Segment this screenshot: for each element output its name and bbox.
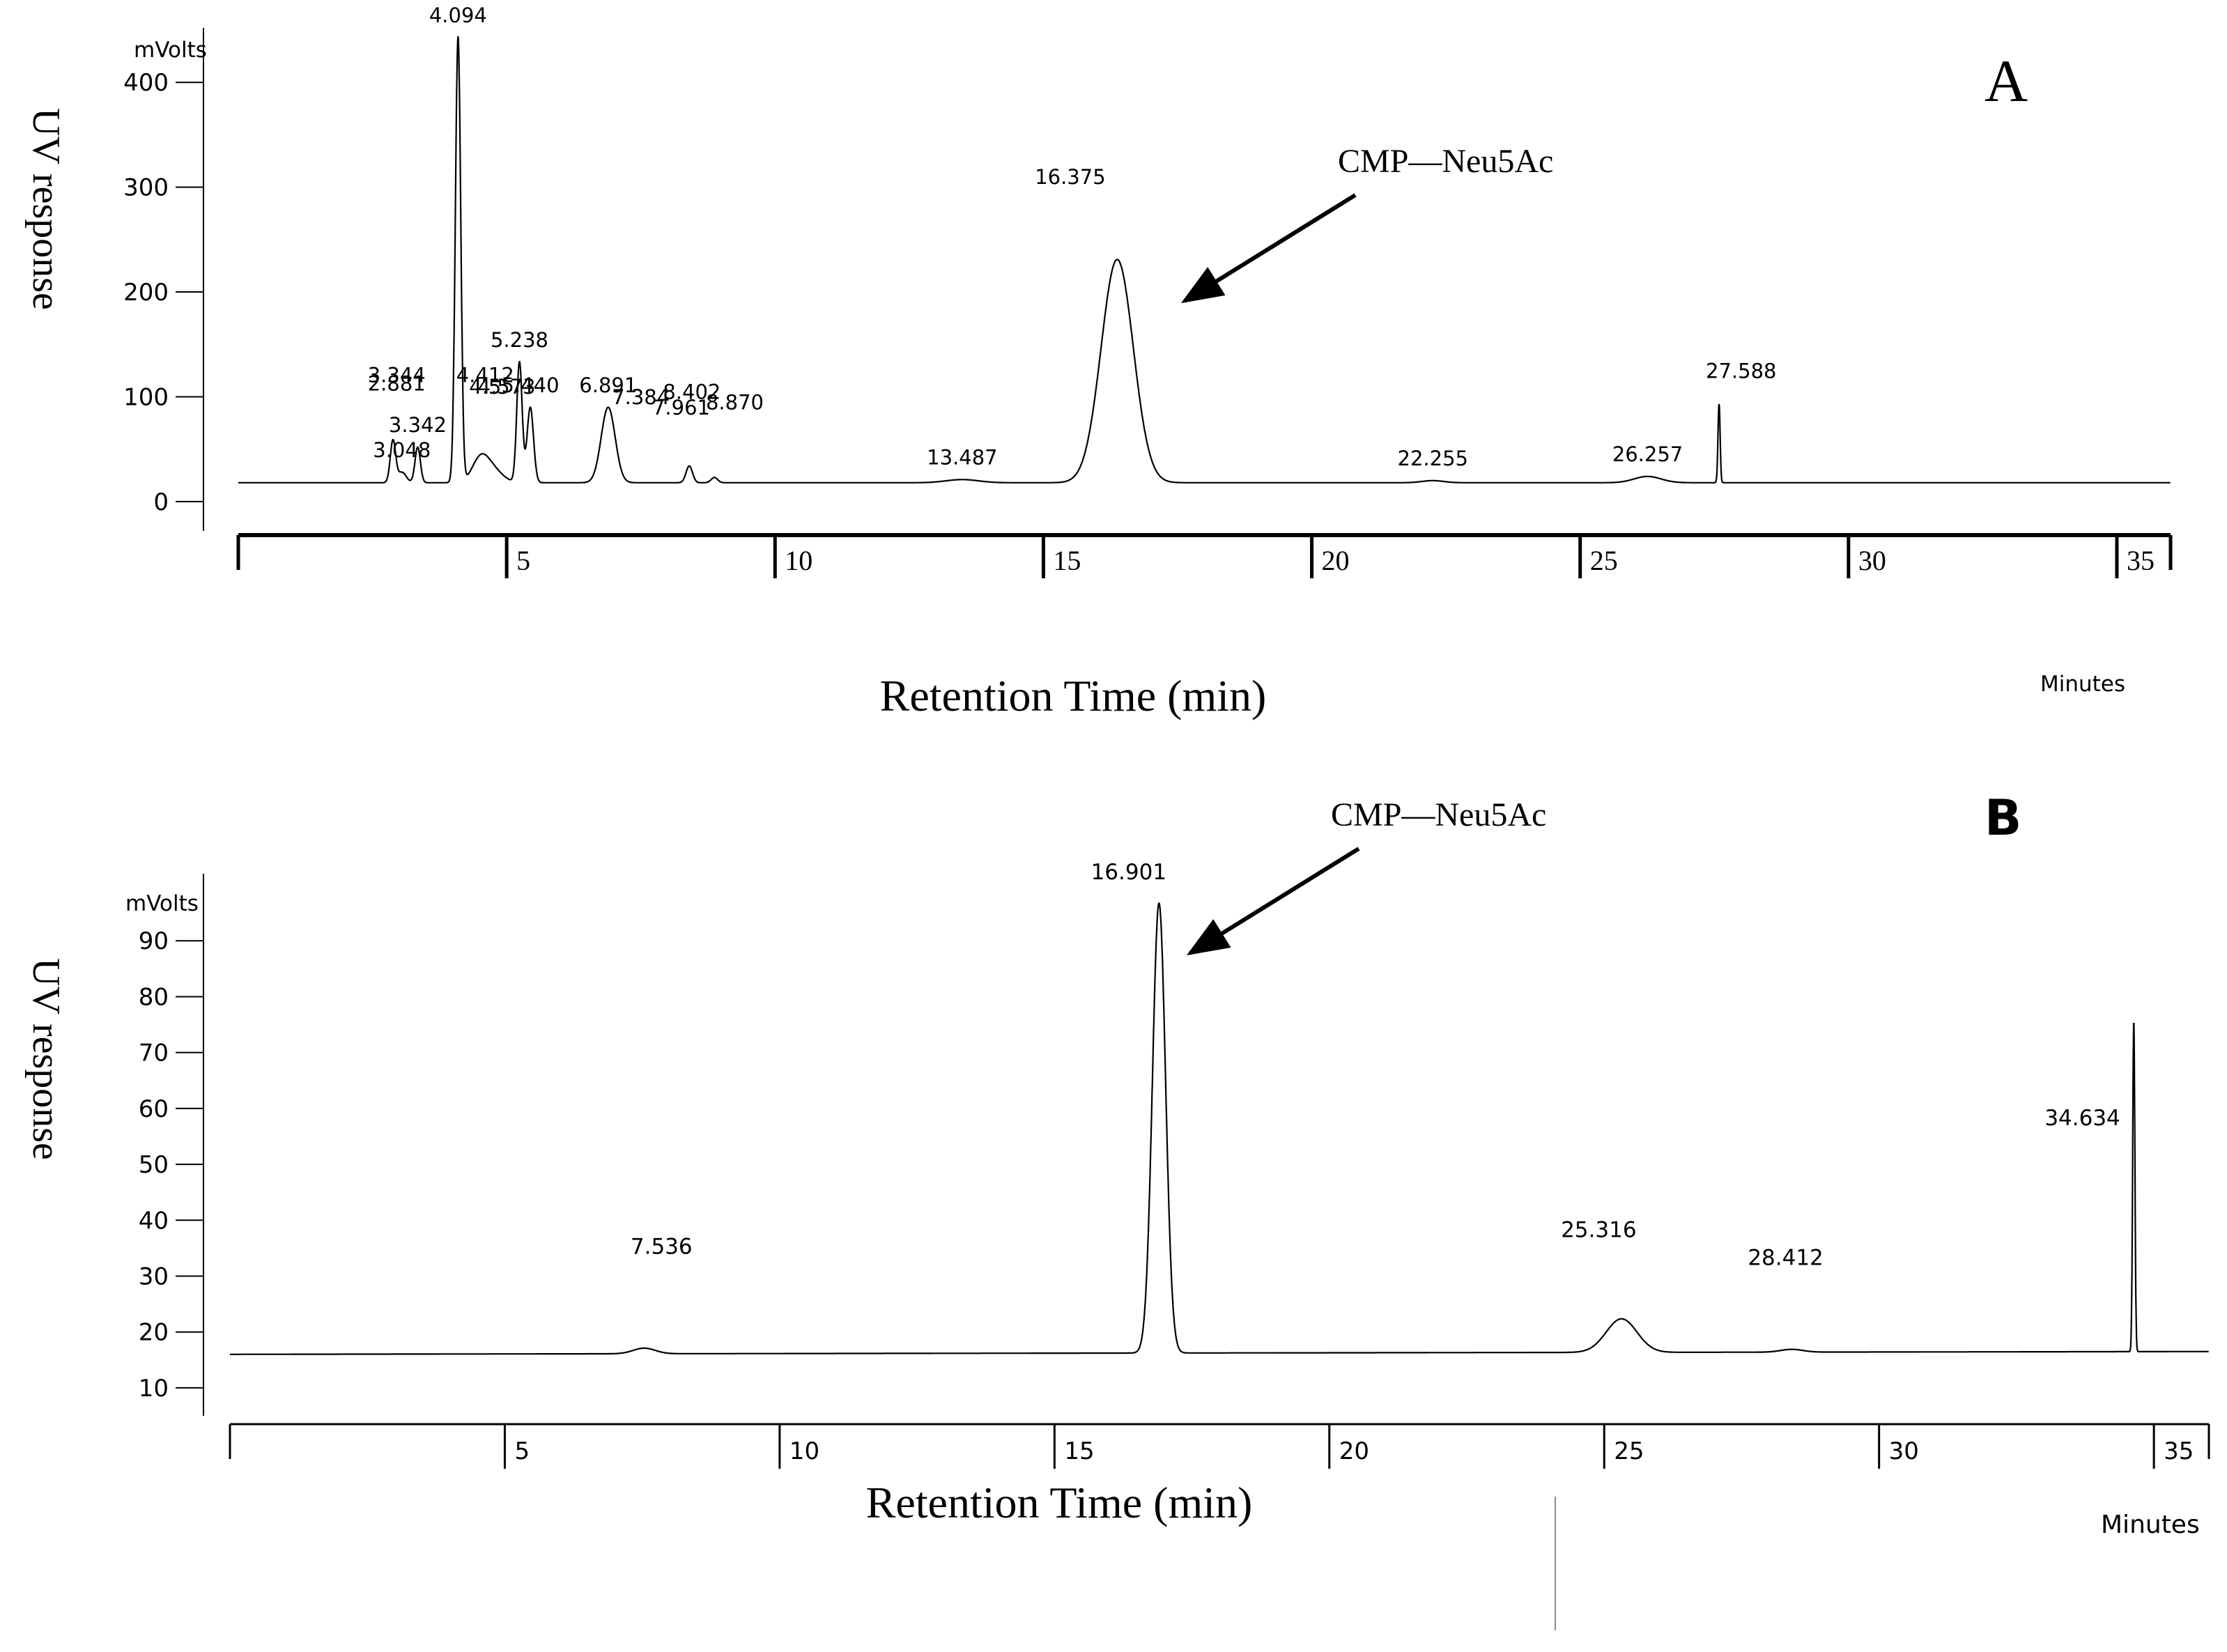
panel-b-x-tick-label: 35 bbox=[2164, 1437, 2194, 1465]
panel-a-x-tick-label: 15 bbox=[1053, 545, 1081, 576]
panel-a-annotation-arrow bbox=[1180, 193, 1357, 304]
panel-b-y-tick-label: 50 bbox=[139, 1151, 169, 1179]
panel-b-annotation-arrow bbox=[1186, 847, 1360, 956]
panel-a-peak-label: 2.881 bbox=[368, 371, 426, 395]
panel-a-letter: A bbox=[1985, 47, 2028, 114]
panel-a-y-tick-label: 100 bbox=[123, 383, 169, 411]
panel-a-peak-label: 4.573 bbox=[478, 375, 536, 399]
panel-a-x-tick-label: 35 bbox=[2127, 545, 2155, 576]
panel-b-xlabel: Retention Time (min) bbox=[866, 1478, 1253, 1527]
panel-b-y-unit: mVolts bbox=[125, 891, 199, 916]
panel-b-x-unit: Minutes bbox=[2101, 1511, 2200, 1539]
panel-a-peak-label: 4.412 bbox=[456, 363, 514, 387]
panel-a-y-tick-label: 400 bbox=[123, 69, 169, 97]
panel-b-y-tick-label: 40 bbox=[139, 1207, 169, 1235]
panel-b-y-tick-label: 10 bbox=[139, 1375, 169, 1403]
panel-b-y-tick-label: 80 bbox=[139, 983, 169, 1011]
panel-a-y-tick-label: 300 bbox=[123, 174, 169, 202]
panel-a-peak-label: 26.257 bbox=[1612, 442, 1683, 466]
panel-b-y-tick-label: 60 bbox=[139, 1095, 169, 1123]
panel-a-x-unit: Minutes bbox=[2040, 672, 2125, 697]
panel-b-peak-label: 7.536 bbox=[631, 1234, 693, 1259]
panel-b-peak-label: 16.901 bbox=[1091, 860, 1166, 885]
panel-b-y-tick-label: 30 bbox=[139, 1263, 169, 1290]
panel-a-peak-label: 6.891 bbox=[579, 373, 637, 397]
panel-a-peak-label: 3.344 bbox=[368, 363, 426, 387]
panel-a-peak-label: 22.255 bbox=[1398, 447, 1468, 470]
panel-b-y-tick-label: 20 bbox=[139, 1319, 169, 1347]
panel-a-y-tick-label: 0 bbox=[153, 488, 169, 516]
panel-b-x-tick-label: 5 bbox=[514, 1437, 530, 1465]
panel-a-x-tick-label: 20 bbox=[1322, 545, 1350, 576]
panel-a: UV response mVolts A Retention Time (min… bbox=[24, 3, 2173, 720]
panel-a-peak-label: 5.238 bbox=[491, 328, 548, 352]
panel-a-y-tick-label: 200 bbox=[123, 279, 169, 307]
panel-b-x-tick-label: 30 bbox=[1889, 1437, 1919, 1465]
panel-b-letter: B bbox=[1985, 789, 2021, 847]
panel-a-ylabel: UV response bbox=[24, 108, 68, 310]
panel-b-x-tick-label: 25 bbox=[1614, 1437, 1644, 1465]
panel-a-peak-label: 4.094 bbox=[429, 3, 487, 27]
panel-b-peak-label: 34.634 bbox=[2044, 1106, 2120, 1131]
panel-a-trace bbox=[238, 36, 2171, 484]
panel-a-x-tick-label: 10 bbox=[785, 545, 812, 576]
panel-b-x-tick-label: 15 bbox=[1064, 1437, 1094, 1465]
panel-a-peak-label: 13.487 bbox=[927, 446, 997, 470]
panel-a-peak-label: 3.342 bbox=[389, 413, 447, 437]
panel-a-peak-label: 7.384 bbox=[612, 385, 670, 409]
panel-b-peak-label: 28.412 bbox=[1748, 1245, 1823, 1270]
panel-a-xlabel: Retention Time (min) bbox=[880, 671, 1267, 720]
panel-a-y-unit: mVolts bbox=[134, 38, 207, 63]
panel-b-peak-label: 25.316 bbox=[1561, 1217, 1636, 1242]
panel-a-peak-label: 5.440 bbox=[502, 373, 560, 397]
panel-a-peak-label: 3.048 bbox=[373, 438, 431, 462]
panel-a-peak-label: 8.402 bbox=[663, 380, 720, 403]
panel-b-ylabel: UV response bbox=[24, 958, 68, 1160]
panel-a-peak-label: 4.5 bbox=[469, 375, 501, 399]
panel-b-annotation-text: CMP—Neu5Ac bbox=[1331, 796, 1546, 833]
panel-b-x-tick-label: 10 bbox=[789, 1437, 819, 1465]
panel-a-peak-label: 16.375 bbox=[1035, 165, 1105, 189]
panel-a-peak-label: 27.588 bbox=[1706, 359, 1776, 383]
panel-b-y-tick-label: 70 bbox=[139, 1040, 169, 1067]
panel-b-y-tick-label: 90 bbox=[139, 927, 169, 955]
panel-b-trace bbox=[230, 902, 2209, 1355]
panel-a-x-tick-label: 25 bbox=[1590, 545, 1618, 576]
panel-a-peak-label: 7.961 bbox=[652, 396, 710, 419]
panel-b: UV response mVolts B Retention Time (min… bbox=[24, 789, 2210, 1630]
panel-a-x-tick-label: 5 bbox=[516, 545, 530, 576]
panel-a-x-tick-label: 30 bbox=[1858, 545, 1886, 576]
panel-a-peak-label: 8.870 bbox=[706, 391, 764, 415]
panel-b-x-tick-label: 20 bbox=[1339, 1437, 1369, 1465]
panel-a-annotation-text: CMP—Neu5Ac bbox=[1338, 143, 1553, 180]
